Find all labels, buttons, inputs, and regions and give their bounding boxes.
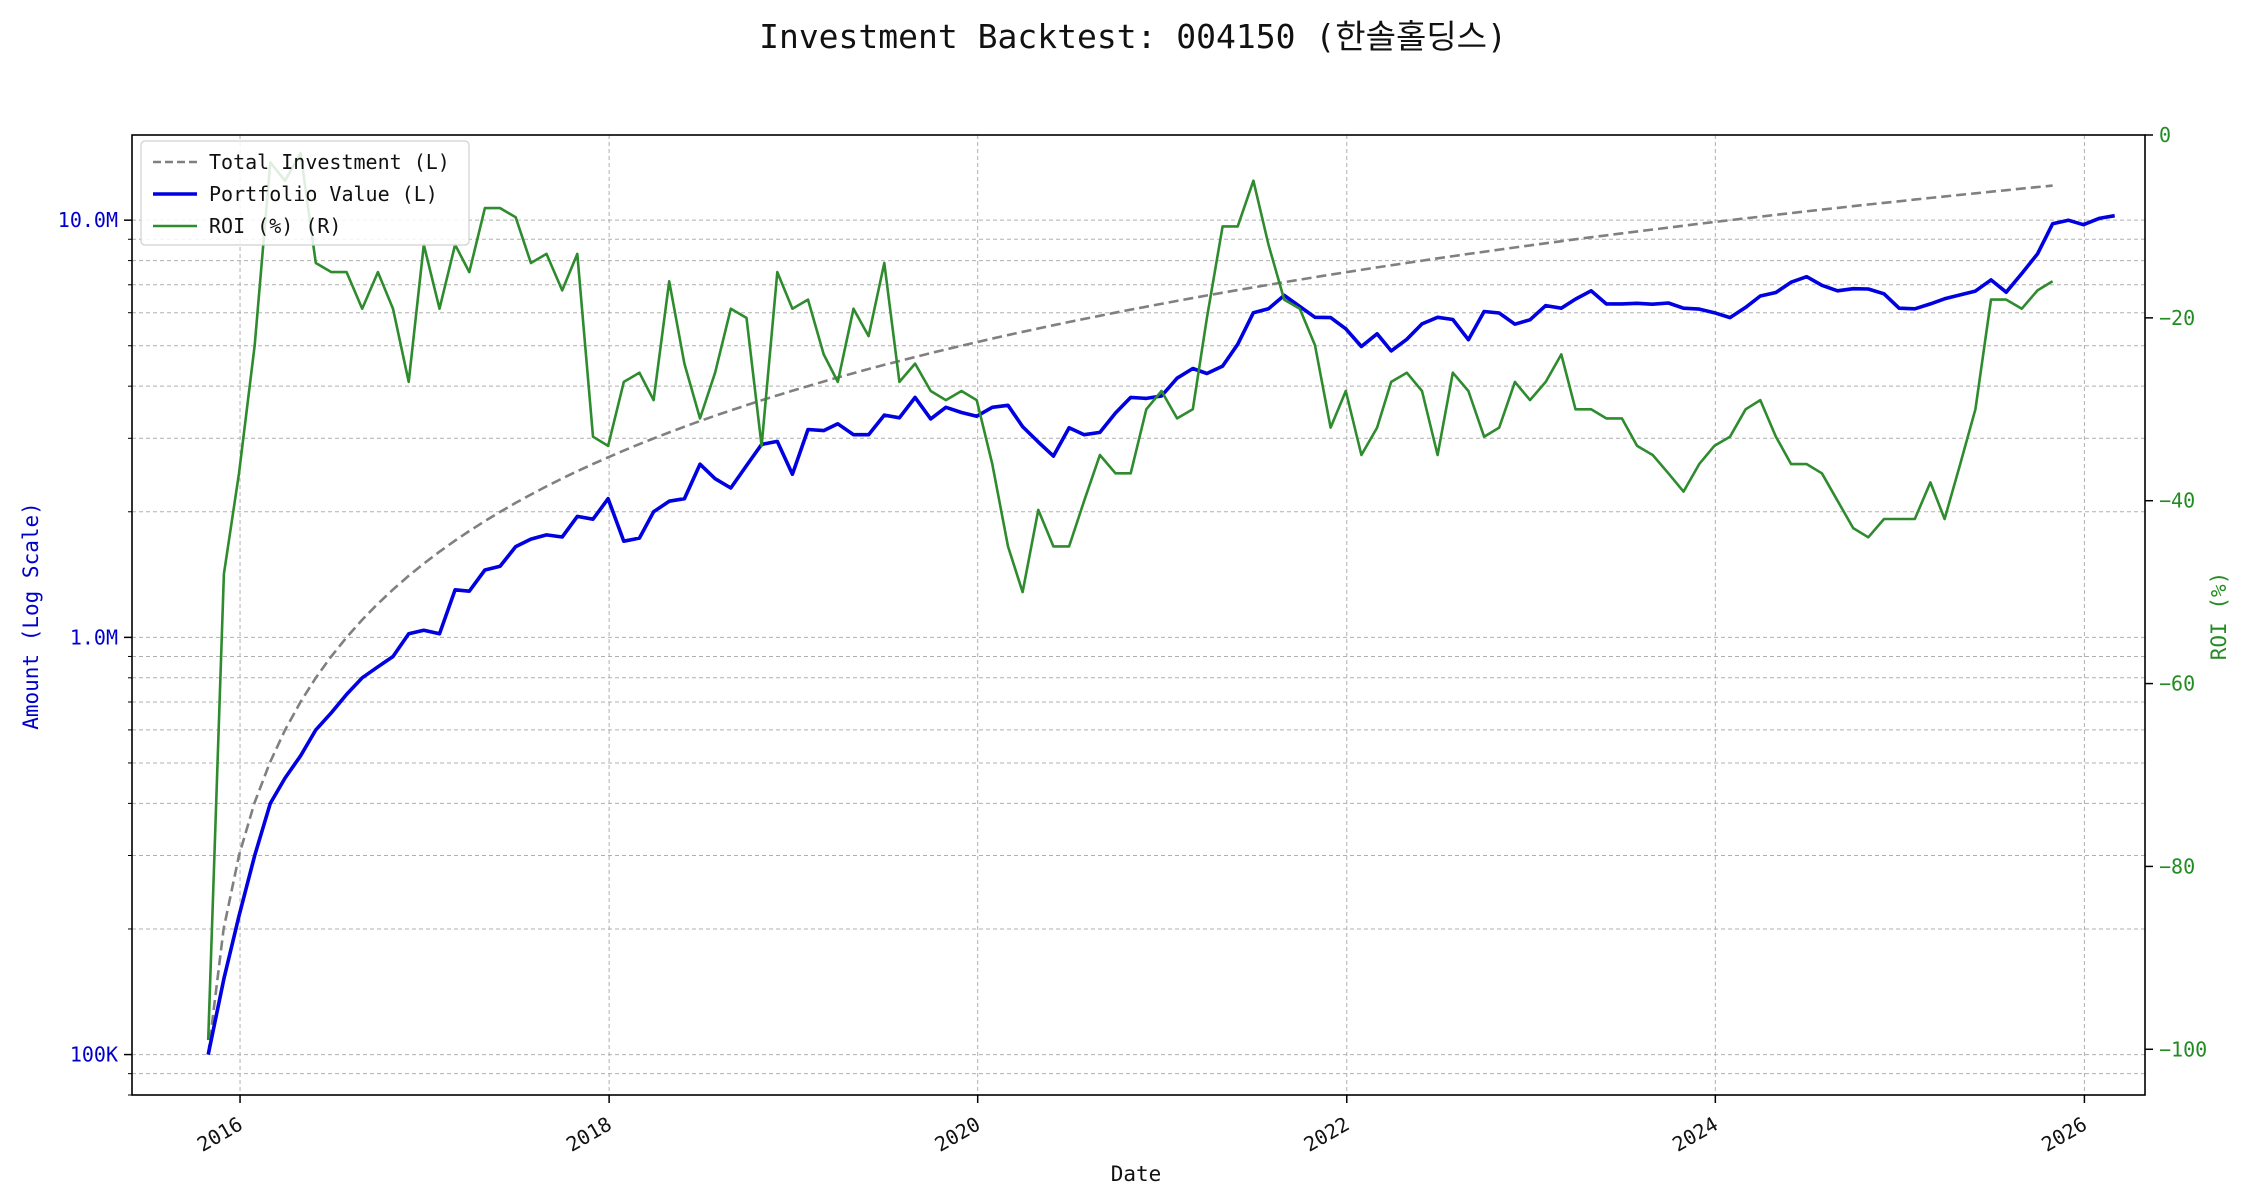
- legend-box: [140, 140, 470, 246]
- x-tick-label: 2026: [2037, 1112, 2091, 1157]
- series-layer: [206, 152, 2116, 1055]
- legend-label: Portfolio Value (L): [209, 182, 438, 206]
- x-tick-label: 2020: [931, 1112, 985, 1157]
- x-tick-label: 2016: [193, 1112, 247, 1157]
- x-tick-label: 2024: [1668, 1112, 1722, 1157]
- right-tick-label: −40: [2159, 489, 2195, 513]
- plot-frame: [131, 134, 2146, 1096]
- right-y-axis-label: ROI (%): [2207, 572, 2231, 661]
- x-tick-label: 2022: [1300, 1112, 1354, 1157]
- grid: [132, 135, 2145, 1096]
- left-tick-label: 10.0M: [58, 208, 118, 232]
- series-line-3: [206, 152, 2054, 1041]
- right-tick-label: −20: [2159, 306, 2195, 330]
- legend-label: ROI (%) (R): [209, 214, 341, 238]
- series-line-2: [206, 213, 2116, 1055]
- x-tick-label: 2018: [562, 1112, 616, 1157]
- left-tick-label: 100K: [70, 1043, 118, 1067]
- x-axis-label: Date: [1111, 1162, 1162, 1186]
- right-tick-label: −60: [2159, 672, 2195, 696]
- right-tick-label: −80: [2159, 854, 2195, 878]
- legend: Total Investment (L) Portfolio Value (L) R…: [140, 140, 470, 246]
- chart-title: Investment Backtest: 004150 (한솔홀딩스): [759, 17, 1507, 56]
- left-tick-label: 1.0M: [70, 625, 118, 649]
- left-y-axis-label: Amount (Log Scale): [19, 502, 43, 730]
- right-tick-label: 0: [2159, 123, 2171, 147]
- series-line-1: [206, 184, 2053, 1055]
- right-tick-label: −100: [2159, 1037, 2207, 1061]
- legend-label: Total Investment (L): [209, 150, 450, 174]
